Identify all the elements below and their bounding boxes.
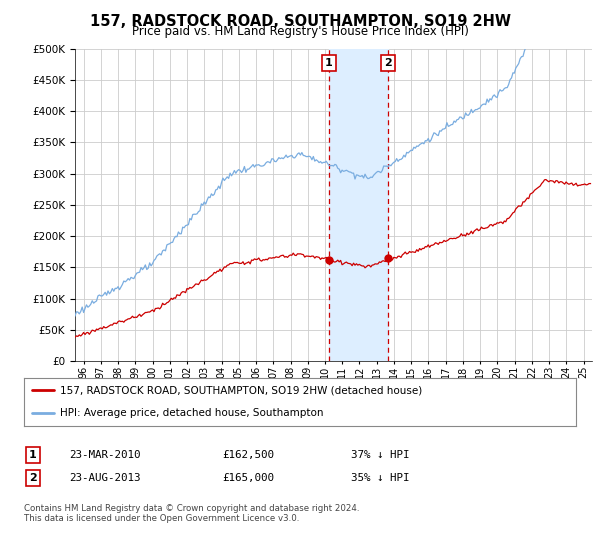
Text: 157, RADSTOCK ROAD, SOUTHAMPTON, SO19 2HW: 157, RADSTOCK ROAD, SOUTHAMPTON, SO19 2H…	[89, 14, 511, 29]
Text: 1: 1	[325, 58, 333, 68]
Text: 35% ↓ HPI: 35% ↓ HPI	[351, 473, 409, 483]
Text: HPI: Average price, detached house, Southampton: HPI: Average price, detached house, Sout…	[60, 408, 323, 418]
Text: 2: 2	[29, 473, 37, 483]
Text: £162,500: £162,500	[222, 450, 274, 460]
Bar	[329, 49, 388, 361]
Text: 157, RADSTOCK ROAD, SOUTHAMPTON, SO19 2HW (detached house): 157, RADSTOCK ROAD, SOUTHAMPTON, SO19 2H…	[60, 385, 422, 395]
Text: 23-AUG-2013: 23-AUG-2013	[69, 473, 140, 483]
Text: 1: 1	[29, 450, 37, 460]
Text: 2: 2	[384, 58, 392, 68]
Text: Price paid vs. HM Land Registry's House Price Index (HPI): Price paid vs. HM Land Registry's House …	[131, 25, 469, 38]
Text: 23-MAR-2010: 23-MAR-2010	[69, 450, 140, 460]
Text: £165,000: £165,000	[222, 473, 274, 483]
Text: Contains HM Land Registry data © Crown copyright and database right 2024.
This d: Contains HM Land Registry data © Crown c…	[24, 504, 359, 524]
Text: 37% ↓ HPI: 37% ↓ HPI	[351, 450, 409, 460]
